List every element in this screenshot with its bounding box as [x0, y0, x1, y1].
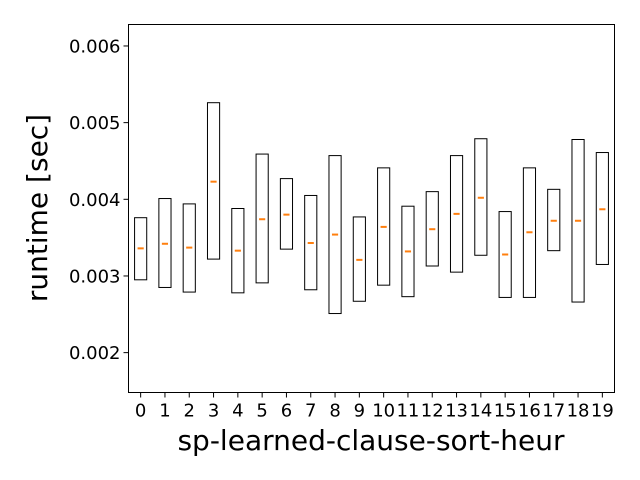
x-tick-label: 0 [135, 401, 146, 422]
box-body [328, 155, 342, 315]
x-tick-label: 15 [494, 401, 517, 422]
box-7 [304, 194, 318, 291]
x-tick-label: 10 [372, 401, 395, 422]
y-tick-label: 0.003 [69, 266, 121, 287]
box-body [474, 138, 488, 256]
box-body [255, 153, 269, 284]
box-body [522, 167, 537, 298]
x-tick-label: 1 [159, 401, 170, 422]
box-8 [328, 155, 342, 315]
box-9 [352, 216, 366, 302]
box-body [134, 217, 148, 281]
box-19 [595, 152, 609, 265]
box-5 [255, 153, 269, 284]
x-tick-label: 16 [518, 401, 541, 422]
boxes-layer [134, 102, 609, 315]
y-tick-label: 0.004 [69, 190, 121, 211]
box-body [425, 191, 439, 267]
box-15 [498, 211, 512, 298]
box-12 [425, 191, 439, 267]
box-body [498, 211, 512, 298]
x-tick-label: 14 [469, 401, 492, 422]
x-tick-label: 12 [421, 401, 444, 422]
box-1 [158, 198, 172, 288]
box-body [449, 155, 464, 273]
box-body [279, 178, 294, 250]
x-tick-label: 19 [591, 401, 614, 422]
box-13 [449, 155, 464, 273]
box-17 [547, 188, 561, 252]
x-tick-label: 6 [281, 401, 292, 422]
x-tick-label: 2 [184, 401, 195, 422]
box-body [158, 198, 172, 288]
box-0 [134, 217, 148, 281]
y-tick-label: 0.005 [69, 113, 121, 134]
box-16 [522, 167, 537, 298]
y-axis-title: runtime [sec] [21, 114, 54, 302]
box-4 [231, 208, 245, 294]
box-14 [474, 138, 488, 256]
x-axis-title: sp-learned-clause-sort-heur [177, 424, 565, 457]
y-axis: 0.002 0.003 0.004 0.005 0.006 [69, 36, 129, 364]
y-tick-label: 0.006 [69, 36, 121, 57]
plot-frame [128, 24, 615, 393]
x-tick-label: 3 [208, 401, 219, 422]
x-tick-label: 4 [232, 401, 243, 422]
x-axis: 0 1 2 3 4 5 6 7 8 9 10 11 12 13 14 15 16 17 18 19 [135, 392, 614, 422]
x-tick-label: 18 [567, 401, 590, 422]
box-body [547, 188, 561, 252]
box-body [352, 216, 366, 302]
box-body [182, 203, 196, 293]
x-tick-label: 11 [396, 401, 419, 422]
box-11 [401, 205, 415, 298]
box-6 [279, 178, 294, 250]
box-10 [377, 167, 391, 286]
box-2 [182, 203, 196, 293]
box-18 [571, 139, 585, 303]
box-body [304, 194, 318, 291]
x-tick-label: 5 [256, 401, 267, 422]
x-tick-label: 13 [445, 401, 468, 422]
box-body [571, 139, 585, 303]
y-tick-label: 0.002 [69, 343, 121, 364]
box-body [401, 205, 415, 298]
box-3 [206, 102, 221, 260]
x-tick-label: 9 [354, 401, 365, 422]
x-tick-label: 7 [305, 401, 316, 422]
x-tick-label: 8 [329, 401, 340, 422]
box-body [595, 152, 609, 265]
box-body [377, 167, 391, 286]
x-tick-label: 17 [542, 401, 565, 422]
box-body [206, 102, 221, 260]
box-body [231, 208, 245, 294]
